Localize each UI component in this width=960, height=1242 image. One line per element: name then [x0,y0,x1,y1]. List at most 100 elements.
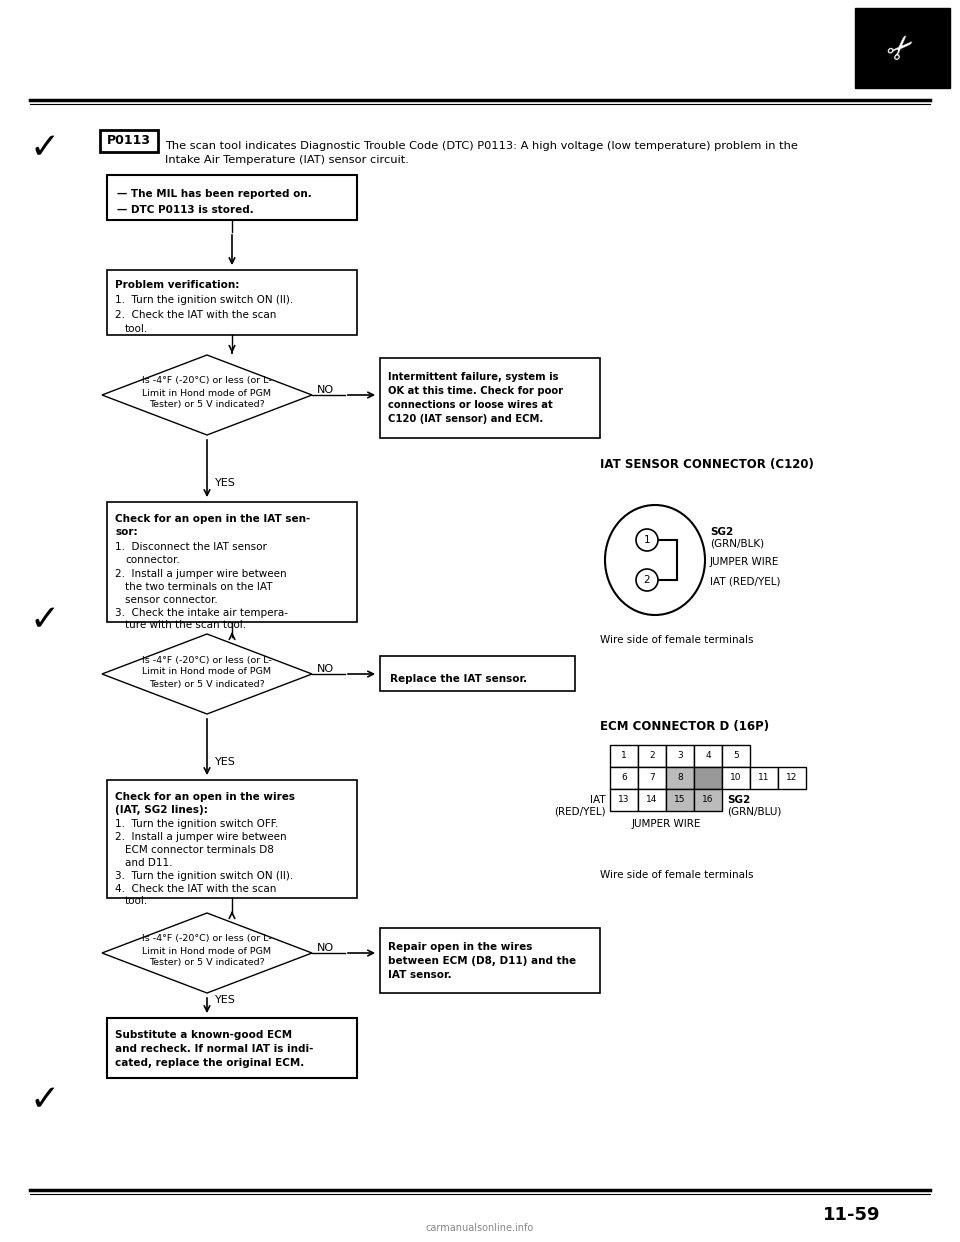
Text: 14: 14 [646,795,658,805]
Text: ECM connector terminals D8: ECM connector terminals D8 [125,845,274,854]
FancyBboxPatch shape [666,789,694,811]
Text: SG2: SG2 [710,527,733,537]
Text: Repair open in the wires: Repair open in the wires [388,941,533,953]
Text: JUMPER WIRE: JUMPER WIRE [632,818,701,828]
Text: YES: YES [215,995,235,1005]
FancyBboxPatch shape [107,780,357,898]
Text: NO: NO [317,385,333,395]
Text: 1.  Disconnect the IAT sensor: 1. Disconnect the IAT sensor [115,542,267,551]
FancyBboxPatch shape [694,745,722,768]
Text: ✓: ✓ [30,604,60,637]
Text: ✓: ✓ [30,1083,60,1117]
FancyBboxPatch shape [100,130,158,152]
FancyBboxPatch shape [666,768,694,789]
Polygon shape [102,633,312,714]
Text: the two terminals on the IAT: the two terminals on the IAT [125,582,273,592]
Text: IAT SENSOR CONNECTOR (C120): IAT SENSOR CONNECTOR (C120) [600,458,814,471]
Text: 1: 1 [644,535,650,545]
FancyBboxPatch shape [380,358,600,438]
Ellipse shape [605,505,705,615]
FancyBboxPatch shape [380,656,575,691]
Text: IAT: IAT [590,795,606,805]
FancyBboxPatch shape [638,789,666,811]
Text: Intermittent failure, system is: Intermittent failure, system is [388,373,559,383]
Text: 3.  Turn the ignition switch ON (II).: 3. Turn the ignition switch ON (II). [115,871,293,881]
Text: 6: 6 [621,774,627,782]
Text: ECM CONNECTOR D (16P): ECM CONNECTOR D (16P) [600,720,769,733]
Circle shape [636,529,658,551]
FancyBboxPatch shape [638,745,666,768]
Text: 11: 11 [758,774,770,782]
Text: Is -4°F (-20°C) or less (or L-: Is -4°F (-20°C) or less (or L- [142,376,272,385]
FancyBboxPatch shape [638,768,666,789]
Text: 1.  Turn the ignition switch ON (II).: 1. Turn the ignition switch ON (II). [115,296,293,306]
Text: C120 (IAT sensor) and ECM.: C120 (IAT sensor) and ECM. [388,414,543,424]
FancyBboxPatch shape [107,1018,357,1078]
Text: SG2: SG2 [727,795,751,805]
Text: IAT (RED/YEL): IAT (RED/YEL) [710,578,780,587]
Text: (GRN/BLK): (GRN/BLK) [710,539,764,549]
FancyBboxPatch shape [722,768,750,789]
Text: YES: YES [215,758,235,768]
Text: Replace the IAT sensor.: Replace the IAT sensor. [390,674,527,684]
Text: 4.  Check the IAT with the scan: 4. Check the IAT with the scan [115,884,276,894]
Text: ✓: ✓ [30,130,60,165]
Text: NO: NO [317,664,333,674]
FancyBboxPatch shape [107,175,357,220]
Text: tool.: tool. [125,895,148,905]
Text: ture with the scan tool.: ture with the scan tool. [125,620,246,630]
FancyBboxPatch shape [722,745,750,768]
Text: 1.  Turn the ignition switch OFF.: 1. Turn the ignition switch OFF. [115,818,278,828]
Text: Limit in Hond mode of PGM: Limit in Hond mode of PGM [142,946,272,955]
FancyBboxPatch shape [750,768,778,789]
Text: Wire side of female terminals: Wire side of female terminals [600,635,754,645]
Text: and recheck. If normal IAT is indi-: and recheck. If normal IAT is indi- [115,1045,313,1054]
Text: cated, replace the original ECM.: cated, replace the original ECM. [115,1058,304,1068]
Text: Check for an open in the wires: Check for an open in the wires [115,792,295,802]
Text: Tester) or 5 V indicated?: Tester) or 5 V indicated? [149,959,265,968]
Polygon shape [102,355,312,435]
Text: sensor connector.: sensor connector. [125,595,218,605]
Circle shape [636,569,658,591]
Text: Wire side of female terminals: Wire side of female terminals [600,869,754,881]
FancyBboxPatch shape [107,270,357,335]
Text: ✂: ✂ [881,26,924,70]
FancyBboxPatch shape [694,768,722,789]
FancyBboxPatch shape [855,7,950,88]
Text: 13: 13 [618,795,630,805]
Text: Tester) or 5 V indicated?: Tester) or 5 V indicated? [149,679,265,688]
Text: — DTC P0113 is stored.: — DTC P0113 is stored. [117,205,253,215]
Text: 2: 2 [649,751,655,760]
Text: 11-59: 11-59 [823,1206,880,1225]
Text: Is -4°F (-20°C) or less (or L-: Is -4°F (-20°C) or less (or L- [142,656,272,664]
FancyBboxPatch shape [610,789,638,811]
Text: — The MIL has been reported on.: — The MIL has been reported on. [117,189,312,199]
Text: 3.  Check the intake air tempera-: 3. Check the intake air tempera- [115,609,288,619]
Text: 2: 2 [644,575,650,585]
Text: OK at this time. Check for poor: OK at this time. Check for poor [388,386,564,396]
FancyBboxPatch shape [107,502,357,622]
Text: 7: 7 [649,774,655,782]
Text: Problem verification:: Problem verification: [115,279,239,289]
Text: 2.  Install a jumper wire between: 2. Install a jumper wire between [115,569,287,579]
Text: 15: 15 [674,795,685,805]
Text: (IAT, SG2 lines):: (IAT, SG2 lines): [115,805,208,815]
Text: Tester) or 5 V indicated?: Tester) or 5 V indicated? [149,400,265,410]
Text: tool.: tool. [125,324,148,334]
Text: (GRN/BLU): (GRN/BLU) [727,807,781,817]
Text: 5: 5 [733,751,739,760]
Text: NO: NO [317,943,333,953]
Text: 4: 4 [706,751,710,760]
Text: carmanualsonline.info: carmanualsonline.info [426,1223,534,1233]
FancyBboxPatch shape [610,768,638,789]
Text: and D11.: and D11. [125,858,173,868]
Text: 12: 12 [786,774,798,782]
Text: The scan tool indicates Diagnostic Trouble Code (DTC) P0113: A high voltage (low: The scan tool indicates Diagnostic Troub… [165,142,798,165]
FancyBboxPatch shape [694,789,722,811]
Text: Check for an open in the IAT sen-: Check for an open in the IAT sen- [115,514,310,524]
FancyBboxPatch shape [778,768,806,789]
Polygon shape [102,913,312,994]
Text: 2.  Install a jumper wire between: 2. Install a jumper wire between [115,832,287,842]
Text: Substitute a known-good ECM: Substitute a known-good ECM [115,1030,292,1040]
Text: 10: 10 [731,774,742,782]
